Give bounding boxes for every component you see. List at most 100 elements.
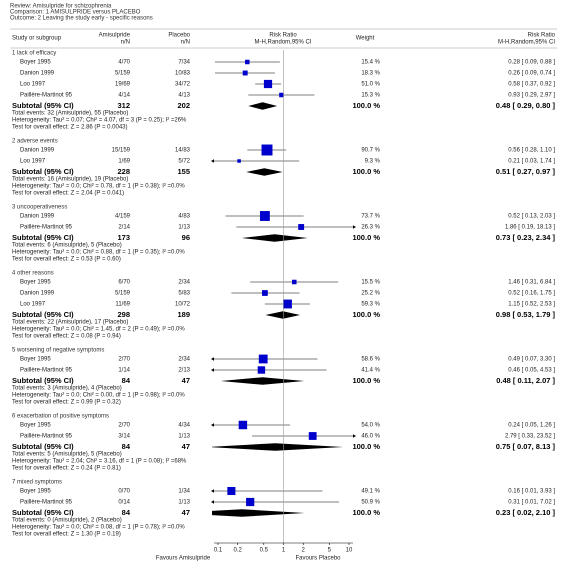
subtotal-diamond bbox=[265, 311, 301, 319]
study-name: Loo 1997 bbox=[20, 159, 46, 165]
subtotal-weight: 100.0 % bbox=[352, 442, 380, 451]
treatment-events: 2/70 bbox=[118, 357, 130, 363]
point-estimate bbox=[246, 497, 255, 507]
subgroup-note: Heterogeneity: Tau² = 2.04; Chi² = 3.16,… bbox=[12, 459, 187, 465]
control-events: 1/34 bbox=[178, 489, 190, 495]
subtotal-label: Subtotal (95% CI) bbox=[12, 167, 74, 176]
subtotal-label: Subtotal (95% CI) bbox=[12, 508, 74, 517]
subtotal-label: Subtotal (95% CI) bbox=[12, 442, 74, 451]
column-header: Risk Ratio bbox=[269, 33, 297, 39]
point-estimate bbox=[238, 420, 248, 430]
subgroup-title: 3 uncooperativeness bbox=[12, 205, 67, 211]
weight: 41.4 % bbox=[361, 368, 380, 374]
weight: 15.4 % bbox=[361, 60, 380, 66]
subgroup-note: Heterogeneity: Tau² = 0.07; Chi² = 4.07,… bbox=[12, 118, 187, 124]
weight: 9.3 % bbox=[365, 159, 381, 165]
study-name: Boyer 1995 bbox=[20, 280, 51, 286]
subtotal-diamond bbox=[246, 168, 283, 176]
subtotal-control: 47 bbox=[182, 376, 190, 385]
treatment-events: 4/14 bbox=[118, 93, 130, 99]
study-name: Danion 1999 bbox=[20, 291, 55, 297]
subtotal-estimate: 0.48 [ 0.29, 0.80 ] bbox=[496, 101, 556, 110]
subtotal-weight: 100.0 % bbox=[352, 167, 380, 176]
ci-arrow bbox=[211, 500, 214, 504]
weight: 51.0 % bbox=[361, 82, 380, 88]
x-tick-label: 0.5 bbox=[260, 548, 269, 554]
effect-estimate: 0.21 [ 0.03, 1.74 ] bbox=[508, 159, 555, 165]
weight: 50.9 % bbox=[361, 500, 380, 506]
point-estimate bbox=[263, 79, 273, 89]
subtotal-control: 155 bbox=[177, 167, 190, 176]
control-events: 5/83 bbox=[178, 291, 190, 297]
subtotal-treatment: 84 bbox=[122, 442, 131, 451]
subgroup-note: Heterogeneity: Tau² = 0.0; Chi² = 0.78, … bbox=[12, 184, 185, 190]
subtotal-estimate: 0.51 [ 0.27, 0.97 ] bbox=[496, 167, 556, 176]
subtotal-label: Subtotal (95% CI) bbox=[12, 310, 74, 319]
subgroup-note: Total events: 22 (Amisulpride), 17 (Plac… bbox=[12, 320, 128, 326]
column-header: n/N bbox=[121, 40, 130, 46]
subtotal-label: Subtotal (95% CI) bbox=[12, 101, 74, 110]
effect-estimate: 1.86 [ 0.19, 18.13 ] bbox=[505, 225, 555, 231]
subgroup-note: Heterogeneity: Tau² = 0.0; Chi² = 0.00, … bbox=[12, 393, 185, 399]
point-estimate bbox=[258, 354, 268, 364]
subgroup-note: Test for overall effect: Z = 1.30 (P = 0… bbox=[12, 532, 121, 538]
study-name: Boyer 1995 bbox=[20, 60, 51, 66]
x-tick-label: 2 bbox=[302, 548, 306, 554]
study-name: Danion 1999 bbox=[20, 148, 55, 154]
subtotal-diamond bbox=[212, 443, 344, 451]
point-estimate bbox=[257, 366, 266, 374]
treatment-events: 2/70 bbox=[118, 423, 130, 429]
ci-arrow bbox=[353, 434, 356, 438]
subtotal-control: 202 bbox=[177, 101, 190, 110]
column-header: M-H,Random,95% CI bbox=[254, 40, 311, 46]
study-name: Danion 1999 bbox=[20, 71, 55, 77]
subgroup-note: Test for overall effect: Z = 2.86 (P = 0… bbox=[12, 125, 128, 131]
favours-right: Favours Placebo bbox=[295, 556, 341, 562]
treatment-events: 0/14 bbox=[118, 500, 130, 506]
control-events: 10/83 bbox=[175, 71, 191, 77]
point-estimate bbox=[261, 144, 273, 156]
study-name: Loo 1997 bbox=[20, 302, 46, 308]
subtotal-treatment: 173 bbox=[117, 233, 130, 242]
weight: 18.3 % bbox=[361, 71, 380, 77]
subgroup-title: 6 exacerbation of positive symptoms bbox=[12, 414, 109, 420]
control-events: 10/72 bbox=[175, 302, 191, 308]
subtotal-label: Subtotal (95% CI) bbox=[12, 233, 74, 242]
ci-arrow bbox=[353, 225, 356, 229]
effect-estimate: 0.56 [ 0.28, 1.10 ] bbox=[508, 148, 555, 154]
study-name: Paillère-Martinot 95 bbox=[20, 93, 73, 99]
subtotal-treatment: 84 bbox=[122, 508, 131, 517]
subgroup-note: Test for overall effect: Z = 0.24 (P = 0… bbox=[12, 466, 121, 472]
effect-estimate: 0.26 [ 0.09, 0.74 ] bbox=[508, 71, 555, 77]
subgroup-note: Total events: 6 (Amisulpride), 5 (Placeb… bbox=[12, 243, 122, 249]
ci-arrow bbox=[211, 159, 214, 163]
study-name: Paillère-Martinot 95 bbox=[20, 368, 73, 374]
treatment-events: 1/69 bbox=[118, 159, 130, 165]
control-events: 5/72 bbox=[178, 159, 190, 165]
subtotal-estimate: 0.23 [ 0.02, 2.10 ] bbox=[496, 508, 556, 517]
subgroup-note: Total events: 5 (Amisulpride), 5 (Placeb… bbox=[12, 452, 122, 458]
control-events: 1/13 bbox=[178, 500, 190, 506]
subtotal-weight: 100.0 % bbox=[352, 101, 380, 110]
x-tick-label: 5 bbox=[328, 548, 332, 554]
treatment-events: 5/159 bbox=[115, 291, 131, 297]
treatment-events: 4/70 bbox=[118, 60, 130, 66]
treatment-events: 6/70 bbox=[118, 280, 130, 286]
subgroup-note: Total events: 3 (Amisulpride), 4 (Placeb… bbox=[12, 386, 122, 392]
point-estimate bbox=[227, 486, 236, 496]
weight: 49.1 % bbox=[361, 489, 380, 495]
subgroup-note: Total events: 16 (Amisulpride), 19 (Plac… bbox=[12, 177, 128, 183]
treatment-events: 1/14 bbox=[118, 368, 130, 374]
weight: 46.0 % bbox=[361, 434, 380, 440]
weight: 73.7 % bbox=[361, 214, 380, 220]
subgroup-note: Heterogeneity: Tau² = 0.0; Chi² = 0.88, … bbox=[12, 250, 185, 256]
subtotal-weight: 100.0 % bbox=[352, 310, 380, 319]
subgroup-note: Total events: 32 (Amisulpride), 55 (Plac… bbox=[12, 111, 128, 117]
weight: 59.3 % bbox=[361, 302, 380, 308]
treatment-events: 19/69 bbox=[115, 82, 131, 88]
treatment-events: 5/159 bbox=[115, 71, 131, 77]
weight: 90.7 % bbox=[361, 148, 380, 154]
ci-arrow bbox=[211, 489, 214, 493]
subtotal-estimate: 0.48 [ 0.11, 2.07 ] bbox=[496, 376, 555, 385]
point-estimate bbox=[308, 432, 317, 440]
